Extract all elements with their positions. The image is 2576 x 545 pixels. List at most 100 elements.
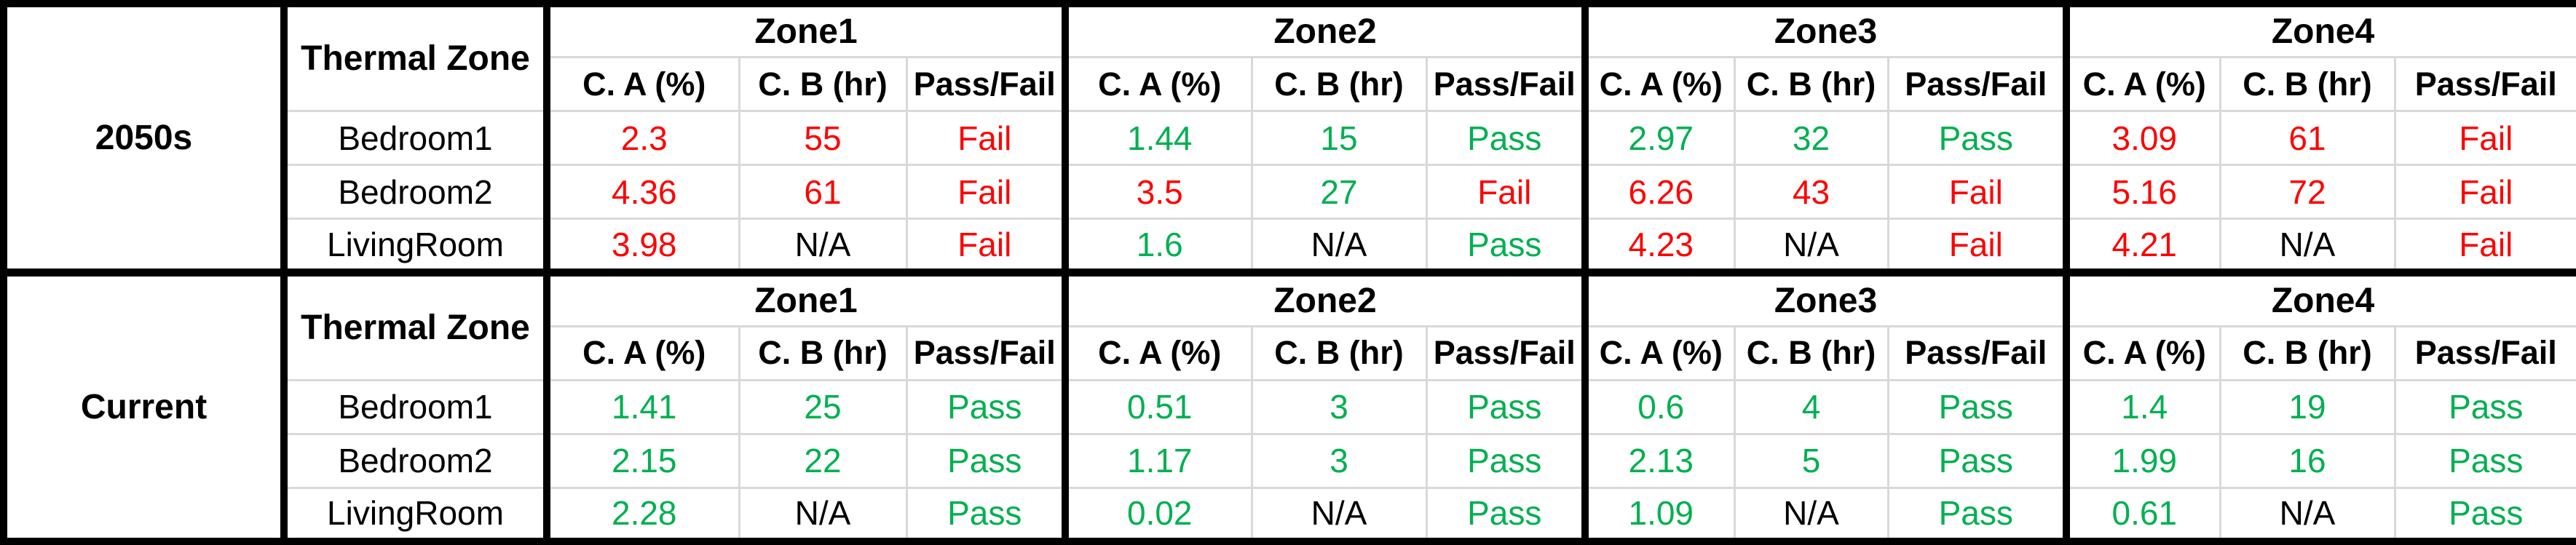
value-cell: 27 xyxy=(1250,164,1426,219)
zone1-cb-header: C. B (hr) xyxy=(738,325,906,381)
value-cell: 4.23 xyxy=(1581,218,1734,273)
value-cell: 16 xyxy=(2219,432,2395,488)
zone4-ca-header: C. A (%) xyxy=(2063,56,2220,111)
value-cell: N/A xyxy=(738,486,906,541)
value-cell: Fail xyxy=(2393,218,2576,273)
zone2-cb-header: C. B (hr) xyxy=(1250,325,1426,381)
value-cell: 2.97 xyxy=(1581,110,1734,165)
value-cell: N/A xyxy=(2219,486,2395,541)
value-cell: N/A xyxy=(1733,218,1888,273)
zone4-cb-header: C. B (hr) xyxy=(2219,325,2395,381)
zone3-header: Zone3 xyxy=(1581,4,2066,57)
value-cell: 15 xyxy=(1250,110,1426,165)
value-cell: 1.17 xyxy=(1062,432,1252,488)
zone1-header: Zone1 xyxy=(543,268,1065,327)
zone4-passfail-header: Pass/Fail xyxy=(2393,325,2576,381)
value-cell: Pass xyxy=(1886,432,2066,488)
value-cell: 4.21 xyxy=(2063,218,2220,273)
zone-header-row-current: Current Thermal Zone Zone1 Zone2 Zone3 Z… xyxy=(4,268,2576,541)
zone2-ca-header: C. A (%) xyxy=(1062,56,1252,111)
table-row: Bedroom2 4.36 61 Fail 3.5 27 Fail 6.26 4… xyxy=(4,164,2576,219)
value-cell: 43 xyxy=(1733,164,1888,219)
value-cell: 5.16 xyxy=(2063,164,2220,219)
value-cell: 0.02 xyxy=(1062,486,1252,541)
value-cell: 72 xyxy=(2219,164,2395,219)
zone4-cb-header: C. B (hr) xyxy=(2219,56,2395,111)
value-cell: 5 xyxy=(1733,432,1888,488)
section-label-current: Current xyxy=(4,268,284,541)
zone4-passfail-header: Pass/Fail xyxy=(2393,56,2576,111)
value-cell: 3.98 xyxy=(543,218,739,273)
value-cell: 22 xyxy=(738,432,906,488)
zone2-header: Zone2 xyxy=(1062,268,1585,327)
zone3-cb-header: C. B (hr) xyxy=(1733,325,1888,381)
value-cell: Pass xyxy=(905,378,1065,434)
value-cell: N/A xyxy=(2219,218,2395,273)
value-cell: Pass xyxy=(905,432,1065,488)
value-cell: 3.09 xyxy=(2063,110,2220,165)
zone2-cb-header: C. B (hr) xyxy=(1250,56,1426,111)
zone3-ca-header: C. A (%) xyxy=(1581,56,1734,111)
value-cell: Pass xyxy=(2393,486,2576,541)
value-cell: 0.6 xyxy=(1581,378,1734,434)
table-row: LivingRoom 3.98 N/A Fail 1.6 N/A Pass 4.… xyxy=(4,218,2576,273)
value-cell: Pass xyxy=(1425,486,1585,541)
zone4-header: Zone4 xyxy=(2063,4,2576,57)
zone1-cb-header: C. B (hr) xyxy=(738,56,906,111)
value-cell: Pass xyxy=(1425,110,1585,165)
value-cell: 2.13 xyxy=(1581,432,1734,488)
thermal-zone-header: Thermal Zone xyxy=(280,4,547,111)
value-cell: 1.09 xyxy=(1581,486,1734,541)
zone1-passfail-header: Pass/Fail xyxy=(905,56,1065,111)
value-cell: 25 xyxy=(738,378,906,434)
value-cell: Fail xyxy=(2393,110,2576,165)
value-cell: Fail xyxy=(1886,164,2066,219)
value-cell: 4 xyxy=(1733,378,1888,434)
value-cell: Fail xyxy=(905,110,1065,165)
value-cell: Fail xyxy=(905,218,1065,273)
zone3-ca-header: C. A (%) xyxy=(1581,325,1734,381)
value-cell: Pass xyxy=(1886,110,2066,165)
table-row: Bedroom2 2.15 22 Pass 1.17 3 Pass 2.13 5… xyxy=(4,432,2576,488)
value-cell: 3 xyxy=(1250,378,1426,434)
table-row: Bedroom1 2.3 55 Fail 1.44 15 Pass 2.97 3… xyxy=(4,110,2576,165)
zone3-header: Zone3 xyxy=(1581,268,2066,327)
value-cell: Pass xyxy=(1886,486,2066,541)
value-cell: 1.4 xyxy=(2063,378,2220,434)
value-cell: 61 xyxy=(738,164,906,219)
value-cell: 2.15 xyxy=(543,432,739,488)
zone1-header: Zone1 xyxy=(543,4,1065,57)
zone-header-row-2050s: 2050s Thermal Zone Zone1 Zone2 Zone3 Zon… xyxy=(4,4,2576,273)
value-cell: 1.6 xyxy=(1062,218,1252,273)
zone2-ca-header: C. A (%) xyxy=(1062,325,1252,381)
value-cell: 1.44 xyxy=(1062,110,1252,165)
value-cell: Fail xyxy=(1886,218,2066,273)
room-label: Bedroom2 xyxy=(280,432,547,488)
zone2-header: Zone2 xyxy=(1062,4,1585,57)
value-cell: 0.51 xyxy=(1062,378,1252,434)
zone1-ca-header: C. A (%) xyxy=(543,325,739,381)
value-cell: Pass xyxy=(2393,432,2576,488)
thermal-zone-header: Thermal Zone xyxy=(280,268,547,381)
value-cell: Pass xyxy=(1886,378,2066,434)
value-cell: 3.5 xyxy=(1062,164,1252,219)
value-cell: Pass xyxy=(2393,378,2576,434)
value-cell: 0.61 xyxy=(2063,486,2220,541)
value-cell: Pass xyxy=(1425,218,1585,273)
room-label: Bedroom2 xyxy=(280,164,547,219)
value-cell: 19 xyxy=(2219,378,2395,434)
table-row: LivingRoom 2.28 N/A Pass 0.02 N/A Pass 1… xyxy=(4,486,2576,541)
zone1-passfail-header: Pass/Fail xyxy=(905,325,1065,381)
value-cell: 4.36 xyxy=(543,164,739,219)
value-cell: N/A xyxy=(1733,486,1888,541)
zone2-passfail-header: Pass/Fail xyxy=(1425,56,1585,111)
subheader-row-current: C. A (%) C. B (hr) Pass/Fail C. A (%) C.… xyxy=(4,325,2576,381)
zone3-cb-header: C. B (hr) xyxy=(1733,56,1888,111)
zone1-ca-header: C. A (%) xyxy=(543,56,739,111)
zone4-header: Zone4 xyxy=(2063,268,2576,327)
value-cell: 1.41 xyxy=(543,378,739,434)
value-cell: Fail xyxy=(2393,164,2576,219)
subheader-row-2050s: C. A (%) C. B (hr) Pass/Fail C. A (%) C.… xyxy=(4,56,2576,111)
room-label: Bedroom1 xyxy=(280,378,547,434)
